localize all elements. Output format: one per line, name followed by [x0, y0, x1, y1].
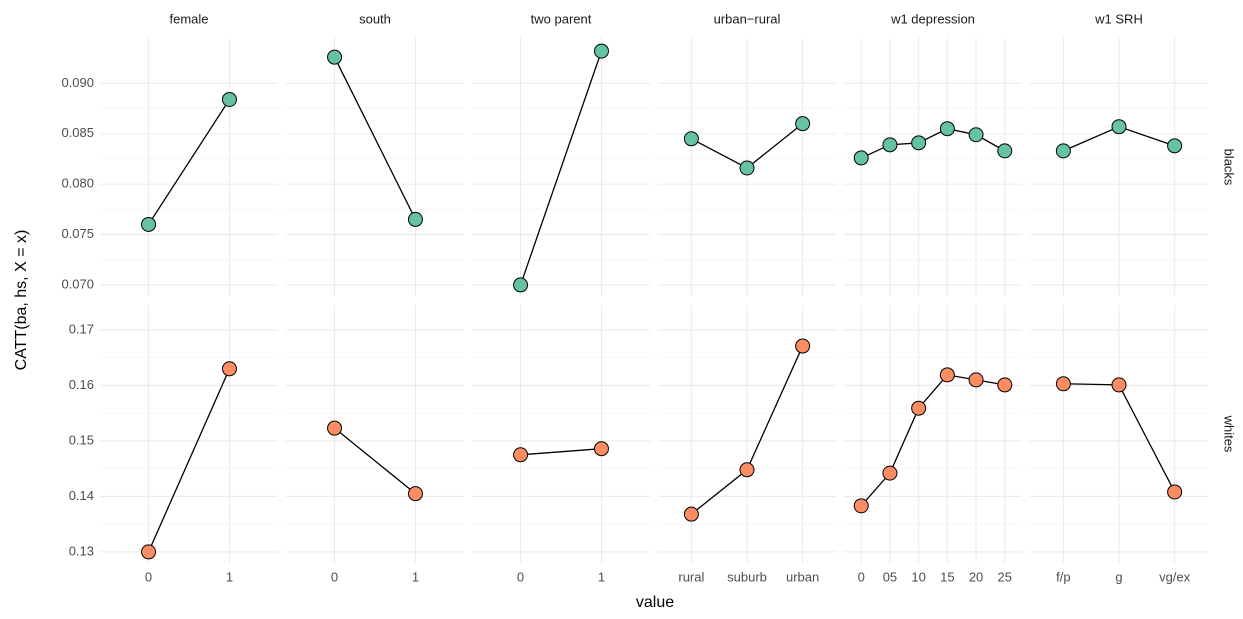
point — [407, 486, 423, 502]
point — [141, 544, 157, 560]
y-tick-label: 0.090 — [61, 75, 94, 90]
point — [911, 400, 927, 416]
series-line — [860, 374, 1005, 507]
x-tick-label: f/p — [1056, 569, 1070, 584]
x-tick-label: 0 — [858, 569, 865, 584]
x-tick-label: 0 — [517, 569, 524, 584]
row-strip-label: blacks — [1222, 149, 1237, 186]
strip-label: urban−rural — [714, 11, 781, 26]
strip-label: two parent — [531, 11, 592, 26]
strip-label: w1 SRH — [1094, 11, 1143, 26]
point — [968, 127, 984, 143]
series-line — [147, 368, 231, 553]
point — [968, 372, 984, 388]
y-tick-label: 0.15 — [69, 432, 94, 447]
point — [593, 43, 609, 59]
point — [327, 420, 343, 436]
point — [939, 121, 955, 137]
point — [1111, 119, 1127, 135]
point — [327, 49, 343, 65]
point — [1111, 377, 1127, 393]
point — [739, 160, 755, 176]
point — [853, 150, 869, 166]
point — [795, 116, 811, 132]
series-line — [147, 99, 231, 225]
point — [739, 462, 755, 478]
point — [683, 506, 699, 522]
x-tick-label: rural — [678, 569, 704, 584]
point — [853, 498, 869, 514]
y-tick-label: 0.14 — [69, 488, 94, 503]
y-tick-label: 0.13 — [69, 543, 94, 558]
point — [513, 447, 529, 463]
point — [882, 137, 898, 153]
strip-label: south — [359, 11, 391, 26]
row-strip-label: whites — [1222, 415, 1237, 453]
x-tick-label: 15 — [940, 569, 954, 584]
x-axis-label: value — [636, 594, 674, 611]
series-line — [520, 448, 602, 456]
y-axis-label: CATT(ba, hs, X = x) — [13, 230, 30, 371]
y-tick-label: 0.080 — [61, 176, 94, 191]
y-tick-label: 0.17 — [69, 321, 94, 336]
y-tick-label: 0.085 — [61, 125, 94, 140]
point — [407, 211, 423, 227]
x-tick-label: urban — [786, 569, 819, 584]
x-tick-label: 10 — [911, 569, 925, 584]
x-tick-label: g — [1115, 569, 1122, 584]
point — [221, 91, 237, 107]
point — [882, 465, 898, 481]
point — [141, 216, 157, 232]
point — [911, 135, 927, 151]
x-tick-label: vg/ex — [1159, 569, 1191, 584]
x-tick-label: 0 — [331, 569, 338, 584]
series-line — [334, 427, 416, 495]
point — [513, 277, 529, 293]
point — [683, 131, 699, 147]
point — [1055, 143, 1071, 159]
x-tick-label: 1 — [412, 569, 419, 584]
point — [997, 143, 1013, 159]
y-tick-label: 0.075 — [61, 226, 94, 241]
x-tick-label: 20 — [969, 569, 983, 584]
point — [221, 361, 237, 377]
point — [593, 441, 609, 457]
point — [1055, 376, 1071, 392]
point — [1167, 138, 1183, 154]
y-tick-label: 0.070 — [61, 276, 94, 291]
point — [997, 377, 1013, 393]
series-line — [333, 56, 417, 220]
point — [939, 367, 955, 383]
x-tick-label: 05 — [883, 569, 897, 584]
x-tick-label: suburb — [727, 569, 767, 584]
x-tick-label: 0 — [145, 569, 152, 584]
point — [1167, 484, 1183, 500]
x-tick-label: 1 — [598, 569, 605, 584]
x-tick-label: 1 — [226, 569, 233, 584]
x-tick-label: 25 — [998, 569, 1012, 584]
point — [795, 338, 811, 354]
strip-label: w1 depression — [890, 11, 975, 26]
y-tick-label: 0.16 — [69, 377, 94, 392]
series-line — [519, 50, 603, 286]
strip-label: female — [169, 11, 208, 26]
